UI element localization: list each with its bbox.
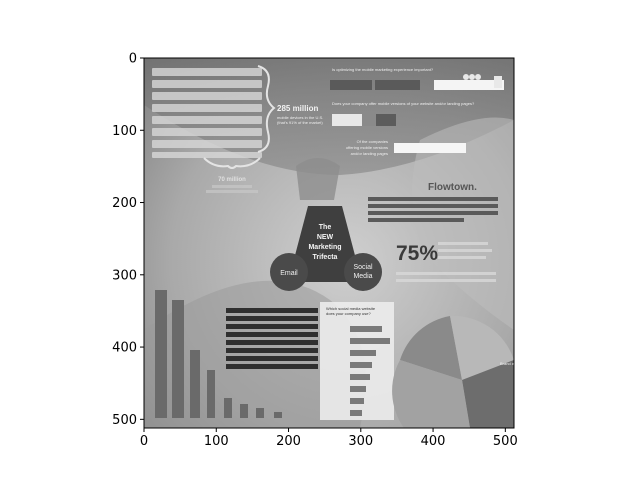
social-usage-panel: Which social media website does your com… (320, 302, 394, 420)
trifecta-diagram: The NEW Marketing Trifecta Email Social … (270, 158, 382, 291)
x-tick-label: 0 (140, 434, 148, 449)
survey-panel: Is optimizing the mobile marketing exper… (330, 67, 504, 156)
pct-75-label: 75% (396, 242, 438, 265)
y-tick-label: 300 (112, 268, 137, 283)
survey-q3-line2: offering mobile versions (346, 145, 388, 150)
x-tick-label: 400 (421, 434, 446, 449)
social-label-2: Media (353, 273, 372, 280)
y-tick-label: 500 (112, 413, 137, 428)
x-tick-label: 300 (348, 434, 373, 449)
flowtown-panel: Flowtown. 75% (368, 182, 498, 282)
trifecta-title-4: Trifecta (313, 254, 338, 261)
survey-q3-line1: Of the companies (357, 139, 388, 144)
social-label-1: Social (353, 264, 373, 271)
brand-label: Flowtown. (428, 182, 477, 193)
y-tick-label: 0 (129, 52, 137, 67)
social-question-2: does your company use? (326, 311, 371, 316)
y-axis: 0 100 200 300 400 500 (112, 52, 144, 428)
trifecta-title-1: The (319, 224, 332, 231)
stat-285-label: 285 million (277, 104, 318, 113)
axes-frame (143, 57, 515, 429)
x-tick-label: 500 (493, 434, 518, 449)
survey-q3-line3: and/or landing pages (351, 151, 388, 156)
stat-285-caption-1: mobile devices in the U.S. (277, 115, 323, 120)
callout-text-block (226, 308, 318, 369)
infographic-image: 285 million mobile devices in the U.S. (… (144, 58, 531, 428)
survey-q2: Does your company offer mobile versions … (332, 101, 475, 106)
trifecta-title-2: NEW (317, 234, 334, 241)
trifecta-title-3: Marketing (308, 244, 341, 251)
y-tick-label: 400 (112, 341, 137, 356)
x-axis: 0 100 200 300 400 500 (140, 428, 518, 449)
stacked-columns (155, 290, 282, 418)
y-tick-label: 200 (112, 196, 137, 211)
social-question-1: Which social media website (326, 306, 376, 311)
stat-70-label: 70 million (218, 177, 246, 183)
survey-q1: Is optimizing the mobile marketing exper… (332, 67, 434, 72)
email-label: Email (280, 270, 298, 277)
stat-285-caption-2: (that's 91% of the market) (277, 120, 323, 125)
device-grid (152, 68, 262, 158)
x-tick-label: 200 (276, 434, 301, 449)
x-tick-label: 100 (204, 434, 229, 449)
y-tick-label: 100 (112, 124, 137, 139)
bottom-pie: Brand awareness (392, 315, 531, 428)
pie-label: Brand awareness (500, 361, 531, 366)
